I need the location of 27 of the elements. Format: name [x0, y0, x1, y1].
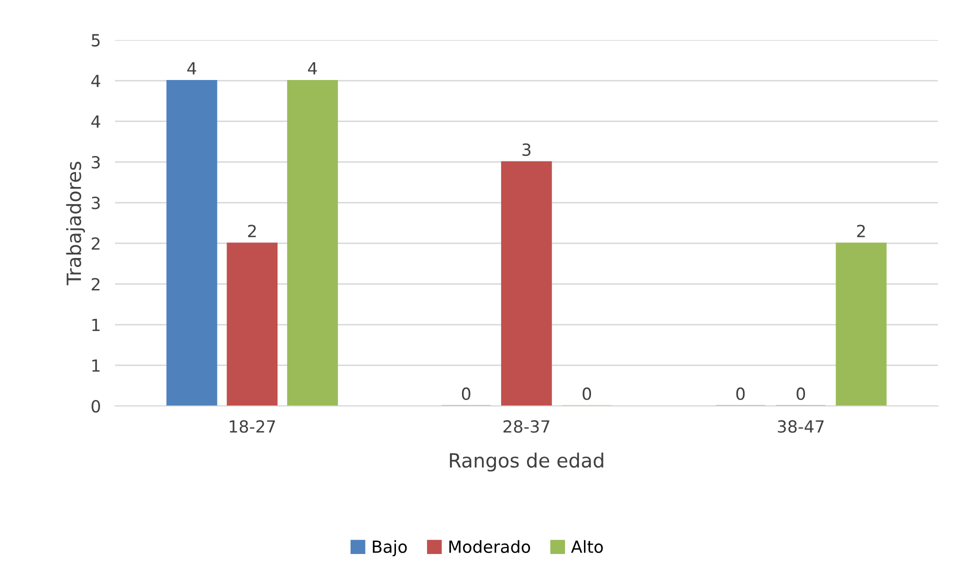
data-label: 0: [462, 387, 470, 400]
data-label: 2: [248, 224, 256, 238]
y-tick-label: 2: [92, 237, 100, 250]
x-axis-title: Rangos de edad: [450, 452, 604, 472]
y-tick-label: 5: [92, 34, 100, 47]
x-tick-label: 38-47: [778, 420, 824, 433]
y-tick-label: 3: [92, 156, 100, 169]
y-tick-label: 0: [92, 400, 100, 413]
data-label: 0: [736, 387, 745, 400]
data-label: 2: [857, 224, 865, 238]
y-tick-label: 1: [92, 360, 100, 372]
data-label: 0: [582, 387, 592, 400]
data-label: 3: [522, 143, 530, 156]
x-tick-label: 28-37: [504, 420, 550, 433]
y-tick-label: 4: [91, 74, 100, 87]
data-label: 4: [187, 62, 196, 74]
data-label: 4: [308, 62, 317, 74]
legend-label: Alto: [571, 540, 603, 553]
data-label: 0: [796, 387, 806, 400]
x-tick-label: 18-27: [230, 420, 275, 433]
y-tick-label: 4: [91, 116, 100, 128]
y-axis-title: Trabajadores: [66, 162, 85, 286]
y-tick-label: 3: [92, 196, 100, 210]
legend-label: Bajo: [372, 540, 407, 556]
legend-label: Moderado: [449, 540, 530, 553]
y-tick-label: 2: [92, 278, 100, 290]
y-tick-label: 1: [92, 318, 100, 331]
